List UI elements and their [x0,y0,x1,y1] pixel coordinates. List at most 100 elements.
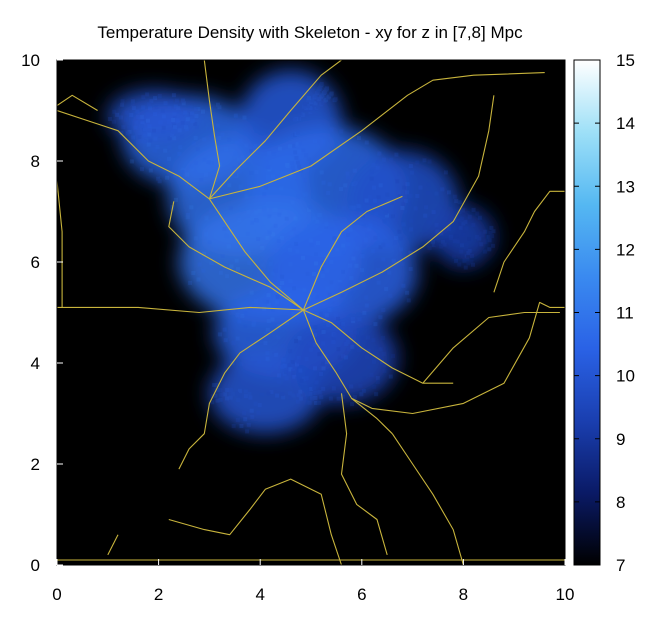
density-cell [366,348,371,353]
density-cell [388,293,393,298]
density-cell [305,97,310,102]
density-cell [266,318,271,323]
density-cell [313,139,318,144]
density-cell [143,119,148,124]
colorbar-tick-label: 11 [616,304,634,323]
density-cell [291,169,296,174]
density-cell [329,366,334,371]
density-cell [335,247,340,252]
density-cell [273,268,278,273]
density-cell [232,165,237,170]
density-cell [251,280,256,285]
density-cell [285,237,290,242]
density-cell [312,386,317,391]
density-cell [139,167,144,172]
density-cell [305,271,310,276]
density-cell [343,183,348,188]
density-cell [294,131,299,136]
density-cell [168,99,173,104]
density-cell [363,275,368,280]
density-cell [350,344,355,349]
density-cell [224,233,229,238]
density-cell [285,298,290,303]
density-cell [440,187,445,192]
density-cell [452,194,457,199]
density-cell [309,160,314,165]
density-cell [380,360,385,365]
density-cell [264,331,269,336]
density-cell [341,243,346,248]
density-cell [430,239,435,244]
density-cell [185,215,190,220]
density-cell [325,360,330,365]
density-cell [349,205,354,210]
density-cell [313,325,318,330]
density-cell [346,232,351,237]
density-cell [277,146,282,151]
density-cell [167,145,172,150]
density-cell [408,266,413,271]
density-cell [364,140,369,145]
plot-area [56,59,566,566]
density-cell [371,185,376,190]
density-cell [377,151,382,156]
density-cell [326,95,331,100]
density-cell [477,215,482,220]
density-cell [312,342,317,347]
skeleton-filament [203,60,221,200]
density-cell [239,208,244,213]
density-cell [258,259,263,264]
skeleton-filament [351,301,565,415]
density-cell [320,328,325,333]
density-cell [339,129,344,134]
density-cell [302,114,307,119]
density-cell [264,185,269,190]
density-cell [273,207,278,212]
density-cell [237,388,242,393]
density-cell [376,267,381,272]
density-cell [136,114,141,119]
density-cell [321,366,326,371]
density-cell [243,389,248,394]
density-cell [290,360,295,365]
density-cell [293,216,298,221]
density-cell [202,157,207,162]
density-cell [483,238,488,243]
density-cell [371,163,376,168]
skeleton-filament [57,109,210,200]
density-cell [354,330,359,335]
density-cell [153,96,158,101]
density-cell [282,371,287,376]
density-cell [304,106,309,111]
density-cell [176,109,181,114]
density-cell [321,139,326,144]
density-cell [326,322,331,327]
skeleton-filament [57,306,304,314]
colorbar-tick-label: 14 [616,114,635,133]
density-cell [278,187,283,192]
density-cell [189,205,194,210]
density-layer [107,70,496,434]
density-cell [255,218,260,223]
density-cell [266,293,271,298]
density-cell [165,175,170,180]
density-cell [331,337,336,342]
density-cell [280,280,285,285]
density-cell [204,172,209,177]
density-cell [329,280,334,285]
density-cell [189,164,194,169]
density-cell [188,280,193,285]
density-cell [206,166,211,171]
density-cell [180,168,185,173]
density-cell [188,105,193,110]
density-cell [296,356,301,361]
density-cell [313,93,318,98]
density-cell [190,118,195,123]
density-cell [304,318,309,323]
density-cell [365,354,370,359]
density-cell [431,210,436,215]
density-cell [336,396,341,401]
density-cell [136,140,141,145]
density-cell [275,294,280,299]
density-cell [384,213,389,218]
